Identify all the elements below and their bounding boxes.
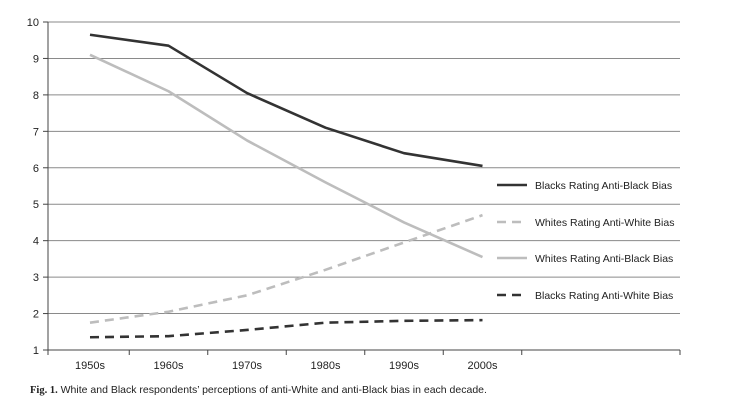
x-tick-label-1950s: 1950s [75,360,105,372]
caption-text: White and Black respondents’ perceptions… [60,384,487,396]
legend-label-1: Whites Rating Anti-White Bias [535,217,674,229]
x-tick-label-1970s: 1970s [232,360,262,372]
figure-caption: Fig. 1. White and Black respondents’ per… [30,384,487,396]
legend-label-0: Blacks Rating Anti-Black Bias [535,180,672,192]
y-axis: 1 2 3 4 5 6 7 8 9 10 [27,17,49,357]
x-axis: 1950s 1960s 1970s 1980s 1990s 2000s [47,349,681,372]
x-tick-label-2000s: 2000s [468,360,498,372]
line-chart: 1950s 1960s 1970s 1980s 1990s 2000s 1 2 3 4 5 6 7 8 9… [27,17,681,372]
y-tick-label-7: 7 [33,126,39,138]
y-tick-label-10: 10 [27,17,39,29]
x-tick-label-1980s: 1980s [311,360,341,372]
legend: Blacks Rating Anti-Black Bias Whites Rati… [497,180,674,302]
y-tick-label-2: 2 [33,309,39,321]
series-line-1 [89,213,483,324]
series-line-3 [89,318,483,339]
series-line-2 [89,53,484,259]
caption-label: Fig. 1. [30,385,58,396]
series-lines [89,33,484,339]
legend-label-3: Blacks Rating Anti-White Bias [535,290,673,302]
y-tick-label-8: 8 [33,90,39,102]
x-tick-label-1960s: 1960s [154,360,184,372]
y-tick-label-5: 5 [33,199,39,211]
series-line-0 [89,33,483,168]
y-tick-label-4: 4 [33,236,39,248]
y-tick-label-6: 6 [33,163,39,175]
y-tick-label-9: 9 [33,53,39,65]
gridlines [48,21,680,315]
y-tick-label-1: 1 [33,345,39,357]
legend-label-2: Whites Rating Anti-Black Bias [535,253,673,265]
y-tick-label-3: 3 [33,272,39,284]
x-tick-label-1990s: 1990s [389,360,419,372]
